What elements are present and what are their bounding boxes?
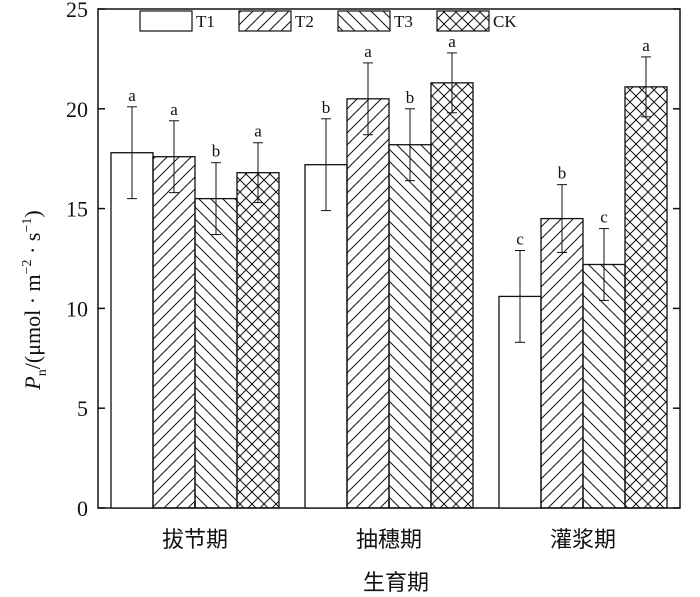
y-tick-label: 0 [77,496,88,521]
significance-label: b [212,142,221,161]
legend-label: T3 [394,12,413,31]
legend: T1 T2 T3 CK [139,10,517,32]
y-axis-exp1: −2 [20,259,35,274]
significance-label: c [600,208,608,227]
significance-label: c [516,230,524,249]
bar [110,152,154,509]
bar [430,82,474,509]
significance-label: a [128,86,136,105]
significance-label: a [364,42,372,61]
legend-swatch [238,10,292,32]
y-axis-exp2: −1 [20,218,35,233]
x-tick-label: 抽穗期 [356,528,422,553]
y-tick-label: 15 [66,197,88,222]
y-tick-label: 25 [66,0,88,22]
legend-swatch [436,10,490,32]
legend-label: T2 [295,12,314,31]
bar [582,263,626,509]
y-axis-unit-mid: · s [20,233,45,260]
y-axis-unit-prefix: /(μmol · m [20,274,45,369]
bar [194,197,238,509]
y-axis-subscript: n [35,369,50,376]
x-tick-label: 拔节期 [162,528,228,553]
y-axis-unit-suffix: ) [20,210,45,217]
significance-label: a [254,122,262,141]
x-tick-label: 灌浆期 [550,528,616,553]
bar [152,156,196,509]
y-tick-label: 20 [66,97,88,122]
y-tick-label: 5 [77,396,88,421]
significance-label: b [406,88,415,107]
legend-swatch [337,10,391,32]
significance-label: a [642,36,650,55]
significance-label: a [448,32,456,51]
legend-swatch [139,10,193,32]
x-axis-title: 生育期 [363,571,429,596]
bar [540,217,584,509]
legend-label: T1 [196,12,215,31]
significance-label: b [322,98,331,117]
y-axis-symbol: P [20,376,45,390]
y-axis-title: Pn/(μmol · m−2 · s−1) [20,210,50,390]
plot-area: 0 5 10 15 20 25 拔节期 a a b a 抽穗期 b a b a 灌浆期 c b c a [66,0,681,553]
bar [498,295,542,509]
bar [236,172,280,509]
bar [388,144,432,509]
bar [304,164,348,509]
significance-label: b [558,164,567,183]
bar [346,98,390,509]
bar [624,86,668,509]
legend-label: CK [493,12,517,31]
significance-label: a [170,100,178,119]
y-tick-label: 10 [66,296,88,321]
